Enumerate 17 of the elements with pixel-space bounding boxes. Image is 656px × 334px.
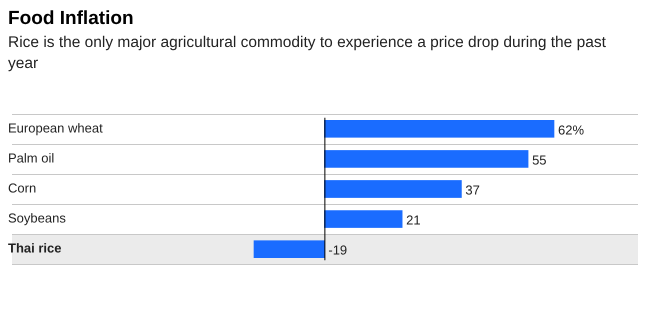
y-tick-label: Thai rice — [8, 240, 62, 256]
chart-subtitle: Rice is the only major agricultural commodity to experience a price drop during the past year — [8, 33, 607, 74]
data-label: -19 — [328, 242, 348, 258]
data-label: 21 — [406, 212, 421, 228]
data-label: 62% — [558, 122, 584, 138]
bar — [324, 210, 402, 228]
bar — [254, 240, 325, 258]
data-label: 37 — [465, 182, 480, 198]
text: Food Inflation — [8, 8, 135, 30]
y-tick-label: European wheat — [8, 120, 104, 136]
y-tick-label: Corn — [8, 180, 36, 196]
y-tick-label: Soybeans — [8, 210, 66, 226]
bar — [324, 120, 554, 138]
y-tick-label: Palm oil — [8, 150, 54, 166]
bar — [324, 150, 528, 168]
data-label: 55 — [532, 152, 547, 168]
bar — [324, 180, 462, 198]
